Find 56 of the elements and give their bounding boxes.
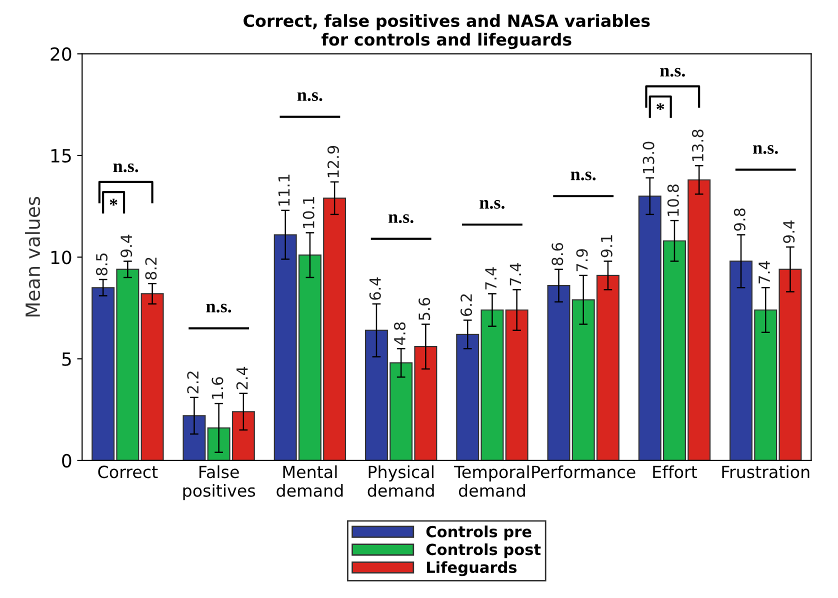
data-label: 4.8 [394, 322, 406, 345]
data-label: 11.1 [278, 174, 290, 206]
x-tick-label: Physical demand [368, 465, 434, 497]
bar [140, 293, 164, 460]
annotation: n.s. [297, 92, 322, 102]
data-label: 7.4 [758, 261, 770, 284]
data-label: 5.6 [418, 298, 430, 320]
x-tick-label: Temporal demand [454, 465, 529, 497]
data-label: 12.9 [327, 146, 339, 178]
annotation: n.s. [753, 145, 778, 154]
y-tick-label: 0 [62, 454, 72, 468]
data-label: 7.4 [485, 267, 496, 290]
data-label: 9.8 [734, 208, 746, 231]
legend-label: Controls pre [426, 526, 532, 540]
data-label: 2.2 [187, 372, 198, 394]
x-tick-label: Effort [653, 465, 698, 478]
annotation: n.s. [113, 163, 138, 172]
y-tick-label: 15 [51, 149, 71, 163]
annotation: n.s. [480, 200, 504, 209]
chart-title: Correct, false positives and NASA variables for controls and lifeguards [244, 14, 650, 50]
data-label: 13.0 [642, 142, 654, 174]
annotation: n.s. [206, 304, 232, 313]
annotation: * [656, 103, 664, 110]
bar [182, 415, 206, 460]
legend-label: Lifeguards [427, 561, 517, 576]
x-tick-label: Performance [532, 465, 636, 478]
y-tick-label: 10 [51, 250, 72, 264]
data-label: 8.5 [96, 253, 108, 276]
y-tick-label: 20 [50, 47, 72, 61]
bar [505, 309, 528, 460]
annotation: n.s. [388, 214, 414, 224]
annotation: n.s. [570, 172, 596, 180]
data-label: 7.4 [510, 263, 522, 286]
data-label: 13.8 [692, 130, 704, 161]
data-label: 9.1 [600, 235, 612, 258]
y-tick-label: 5 [62, 352, 71, 366]
annotation: n.s. [660, 68, 685, 77]
x-tick-label: False positives [183, 465, 256, 500]
y-axis-title: Mean values [25, 196, 40, 316]
bar [547, 285, 570, 460]
legend-label: Controls post [426, 543, 541, 558]
annotation: * [110, 198, 118, 206]
data-label: 7.9 [576, 249, 588, 272]
data-label: 8.6 [552, 242, 564, 266]
data-label: 6.4 [369, 277, 381, 300]
data-label: 9.4 [120, 234, 132, 258]
data-label: 6.2 [460, 294, 472, 316]
x-tick-label: Correct [98, 466, 158, 478]
data-label: 9.4 [783, 220, 795, 243]
x-tick-label: Mental demand [276, 465, 343, 497]
data-label: 8.2 [145, 258, 157, 280]
x-tick-label: Frustration [722, 465, 810, 478]
data-label: 10.8 [667, 184, 679, 216]
data-label: 2.4 [236, 366, 248, 390]
data-label: 1.6 [212, 377, 224, 399]
data-label: 10.1 [302, 197, 314, 228]
